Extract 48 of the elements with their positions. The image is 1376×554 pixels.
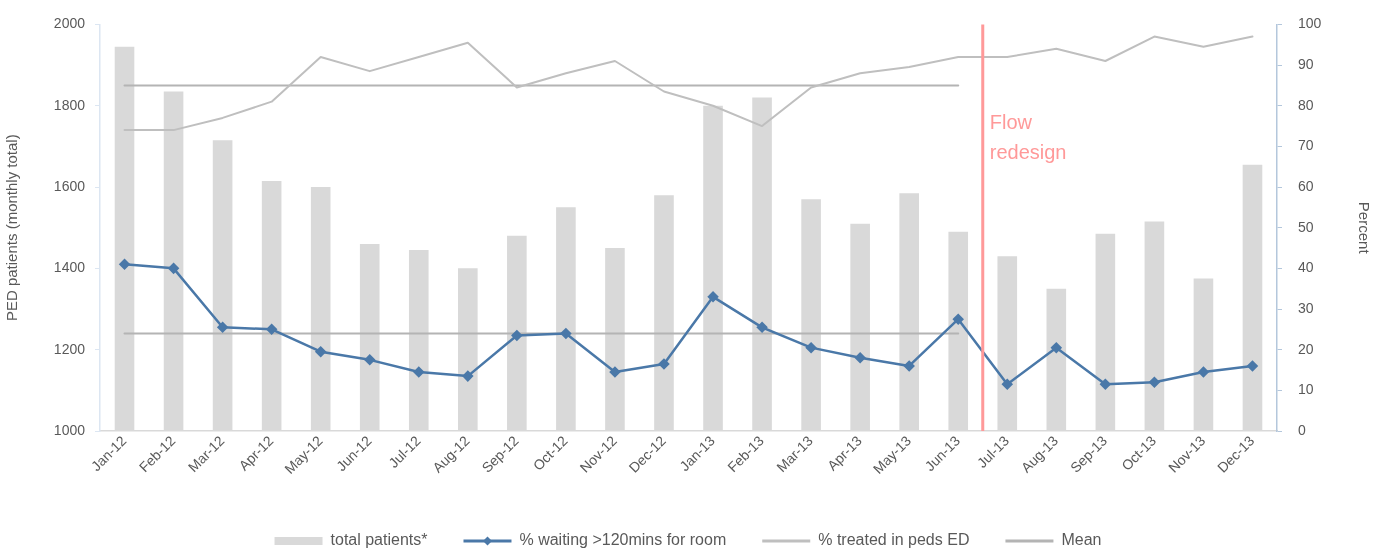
point (1247, 360, 1258, 372)
point (560, 328, 572, 339)
y2-tick-label: 80 (1298, 96, 1314, 113)
legend-label: total patients* (330, 531, 428, 549)
legend-label: Mean (1061, 531, 1102, 549)
point (609, 366, 621, 378)
point (168, 263, 179, 274)
point (1149, 376, 1160, 388)
ref-line-label: Flow redesign (989, 110, 1067, 163)
y2-tick-label: 60 (1298, 177, 1314, 194)
point (119, 259, 130, 270)
point (315, 346, 326, 357)
legend-label: % waiting >120mins for room (519, 531, 727, 549)
y2-tick-label: 100 (1298, 15, 1322, 32)
point (364, 354, 375, 366)
y-axis-title: PED patients (monthly total) (3, 134, 21, 322)
y-tick-label: 1400 (53, 259, 86, 276)
y2-tick-label: 20 (1298, 340, 1314, 357)
y2-tick-label: 10 (1298, 381, 1314, 398)
y2-axis-title: Percent (1355, 201, 1373, 255)
point (1198, 366, 1209, 378)
y2-tick-label: 90 (1298, 55, 1314, 72)
point (413, 366, 425, 378)
y-tick-label: 1800 (53, 96, 86, 113)
point (1100, 378, 1111, 390)
point (217, 322, 228, 333)
y-tick-label: 1600 (53, 177, 86, 194)
point (1002, 378, 1013, 390)
point (756, 322, 768, 333)
point (805, 342, 817, 353)
y-tick-label: 1200 (53, 340, 86, 357)
point (707, 291, 719, 303)
y2-tick-label: 40 (1298, 259, 1314, 276)
y-tick-label: 2000 (53, 15, 86, 32)
point (903, 360, 915, 372)
y2-tick-label: 70 (1298, 137, 1314, 154)
y2-tick-label: 30 (1298, 299, 1314, 316)
y-tick-label: 1000 (53, 421, 86, 438)
point (511, 330, 523, 341)
point (266, 324, 277, 335)
y2-tick-label: 0 (1298, 421, 1306, 438)
point (854, 352, 866, 364)
legend-label: % treated in peds ED (818, 531, 970, 549)
point (952, 313, 964, 325)
point (1051, 342, 1062, 353)
point (658, 358, 670, 370)
y2-tick-label: 50 (1298, 218, 1314, 235)
point (462, 370, 474, 382)
